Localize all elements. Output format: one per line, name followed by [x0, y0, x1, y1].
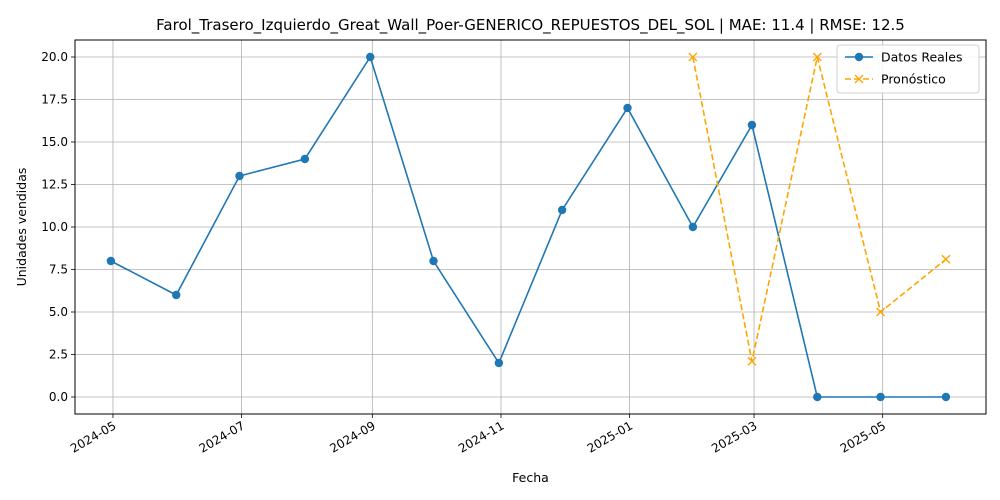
data-point	[747, 356, 757, 366]
y-tick-label: 10.0	[41, 220, 68, 234]
series-line	[110, 55, 946, 398]
legend-item: Datos Reales	[845, 50, 962, 65]
y-tick-label: 7.5	[49, 263, 68, 277]
y-tick-label: 5.0	[49, 305, 68, 319]
data-point	[235, 171, 244, 181]
y-tick-label: 0.0	[49, 390, 68, 404]
data-point	[688, 222, 698, 232]
data-point	[688, 52, 698, 62]
data-point	[813, 392, 822, 402]
data-point	[300, 154, 310, 164]
series-layer	[106, 52, 951, 402]
data-point	[941, 392, 951, 402]
legend-item: Pronóstico	[845, 72, 946, 87]
data-point	[366, 52, 375, 62]
data-point	[429, 256, 438, 266]
y-tick-label: 15.0	[41, 135, 68, 149]
grid	[75, 40, 986, 414]
data-point	[812, 52, 822, 62]
y-tick-label: 17.5	[41, 93, 68, 107]
y-tick-label: 20.0	[41, 50, 68, 64]
data-point	[876, 307, 886, 317]
y-tick-label: 12.5	[41, 178, 68, 192]
legend: Datos Reales Pronóstico	[836, 44, 980, 94]
data-point	[747, 120, 757, 130]
legend-marker	[854, 52, 864, 62]
y-tick-label: 2.5	[49, 348, 68, 362]
data-point	[494, 358, 504, 368]
chart-title: Farol_Trasero_Izquierdo_Great_Wall_Poer-…	[156, 16, 905, 35]
series-actual	[106, 52, 951, 402]
legend-label: Pronóstico	[881, 72, 946, 87]
data-point	[876, 392, 885, 402]
legend-marker	[854, 74, 864, 84]
x-axis-label: Fecha	[512, 470, 549, 485]
data-point	[106, 256, 116, 266]
y-axis-label: Unidades vendidas	[14, 168, 29, 287]
data-point	[172, 290, 181, 300]
legend-label: Datos Reales	[881, 50, 962, 65]
series-forecast	[688, 52, 951, 366]
data-point	[941, 254, 951, 264]
data-point	[623, 103, 632, 113]
data-point	[557, 205, 567, 215]
y-axis: 0.0 2.5 5.0 7.5 10.0 12.5 15.0 17.5 20.0	[41, 50, 75, 404]
